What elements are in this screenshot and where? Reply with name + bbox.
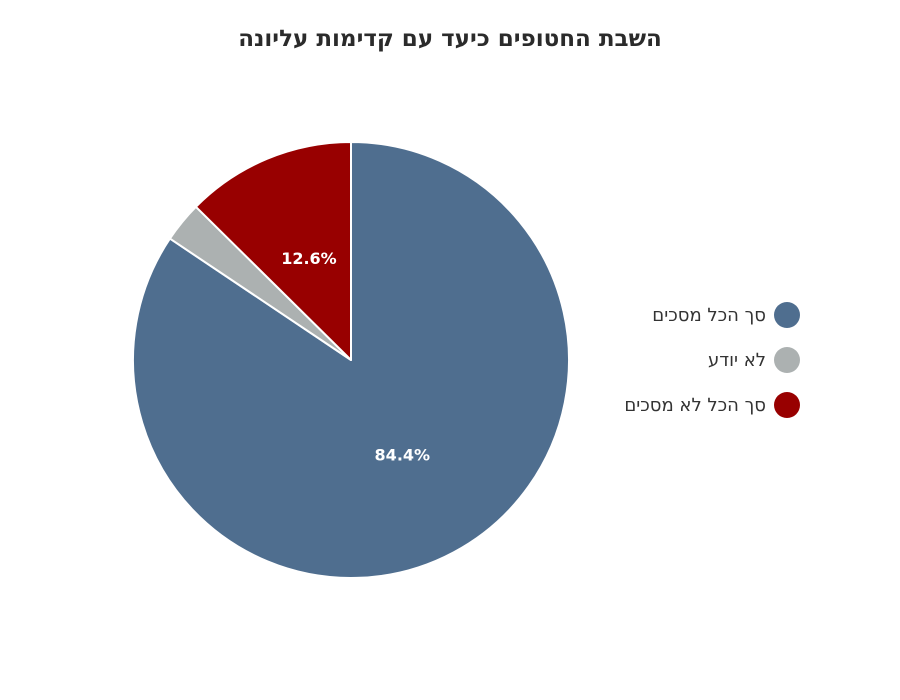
legend-label-disagree: סך הכל לא מסכים bbox=[624, 394, 766, 416]
legend-label-agree: סך הכל מסכים bbox=[652, 304, 766, 326]
legend-swatch-agree bbox=[774, 302, 800, 328]
legend-label-dont-know: לא יודע bbox=[707, 349, 766, 371]
legend: סך הכל מסכים לא יודע סך הכל לא מסכים bbox=[624, 300, 800, 435]
legend-swatch-disagree bbox=[774, 392, 800, 418]
pie-label-agree: 84.4% bbox=[375, 446, 431, 465]
legend-swatch-dont-know bbox=[774, 347, 800, 373]
legend-item-dont-know: לא יודע bbox=[624, 345, 800, 375]
legend-item-agree: סך הכל מסכים bbox=[624, 300, 800, 330]
pie-slice-disagree bbox=[194, 141, 352, 361]
pie-label-disagree: 12.6% bbox=[281, 249, 337, 268]
chart-title: השבת החטופים כיעד עם קדימות עליונה bbox=[238, 26, 662, 52]
legend-item-disagree: סך הכל לא מסכים bbox=[624, 390, 800, 420]
